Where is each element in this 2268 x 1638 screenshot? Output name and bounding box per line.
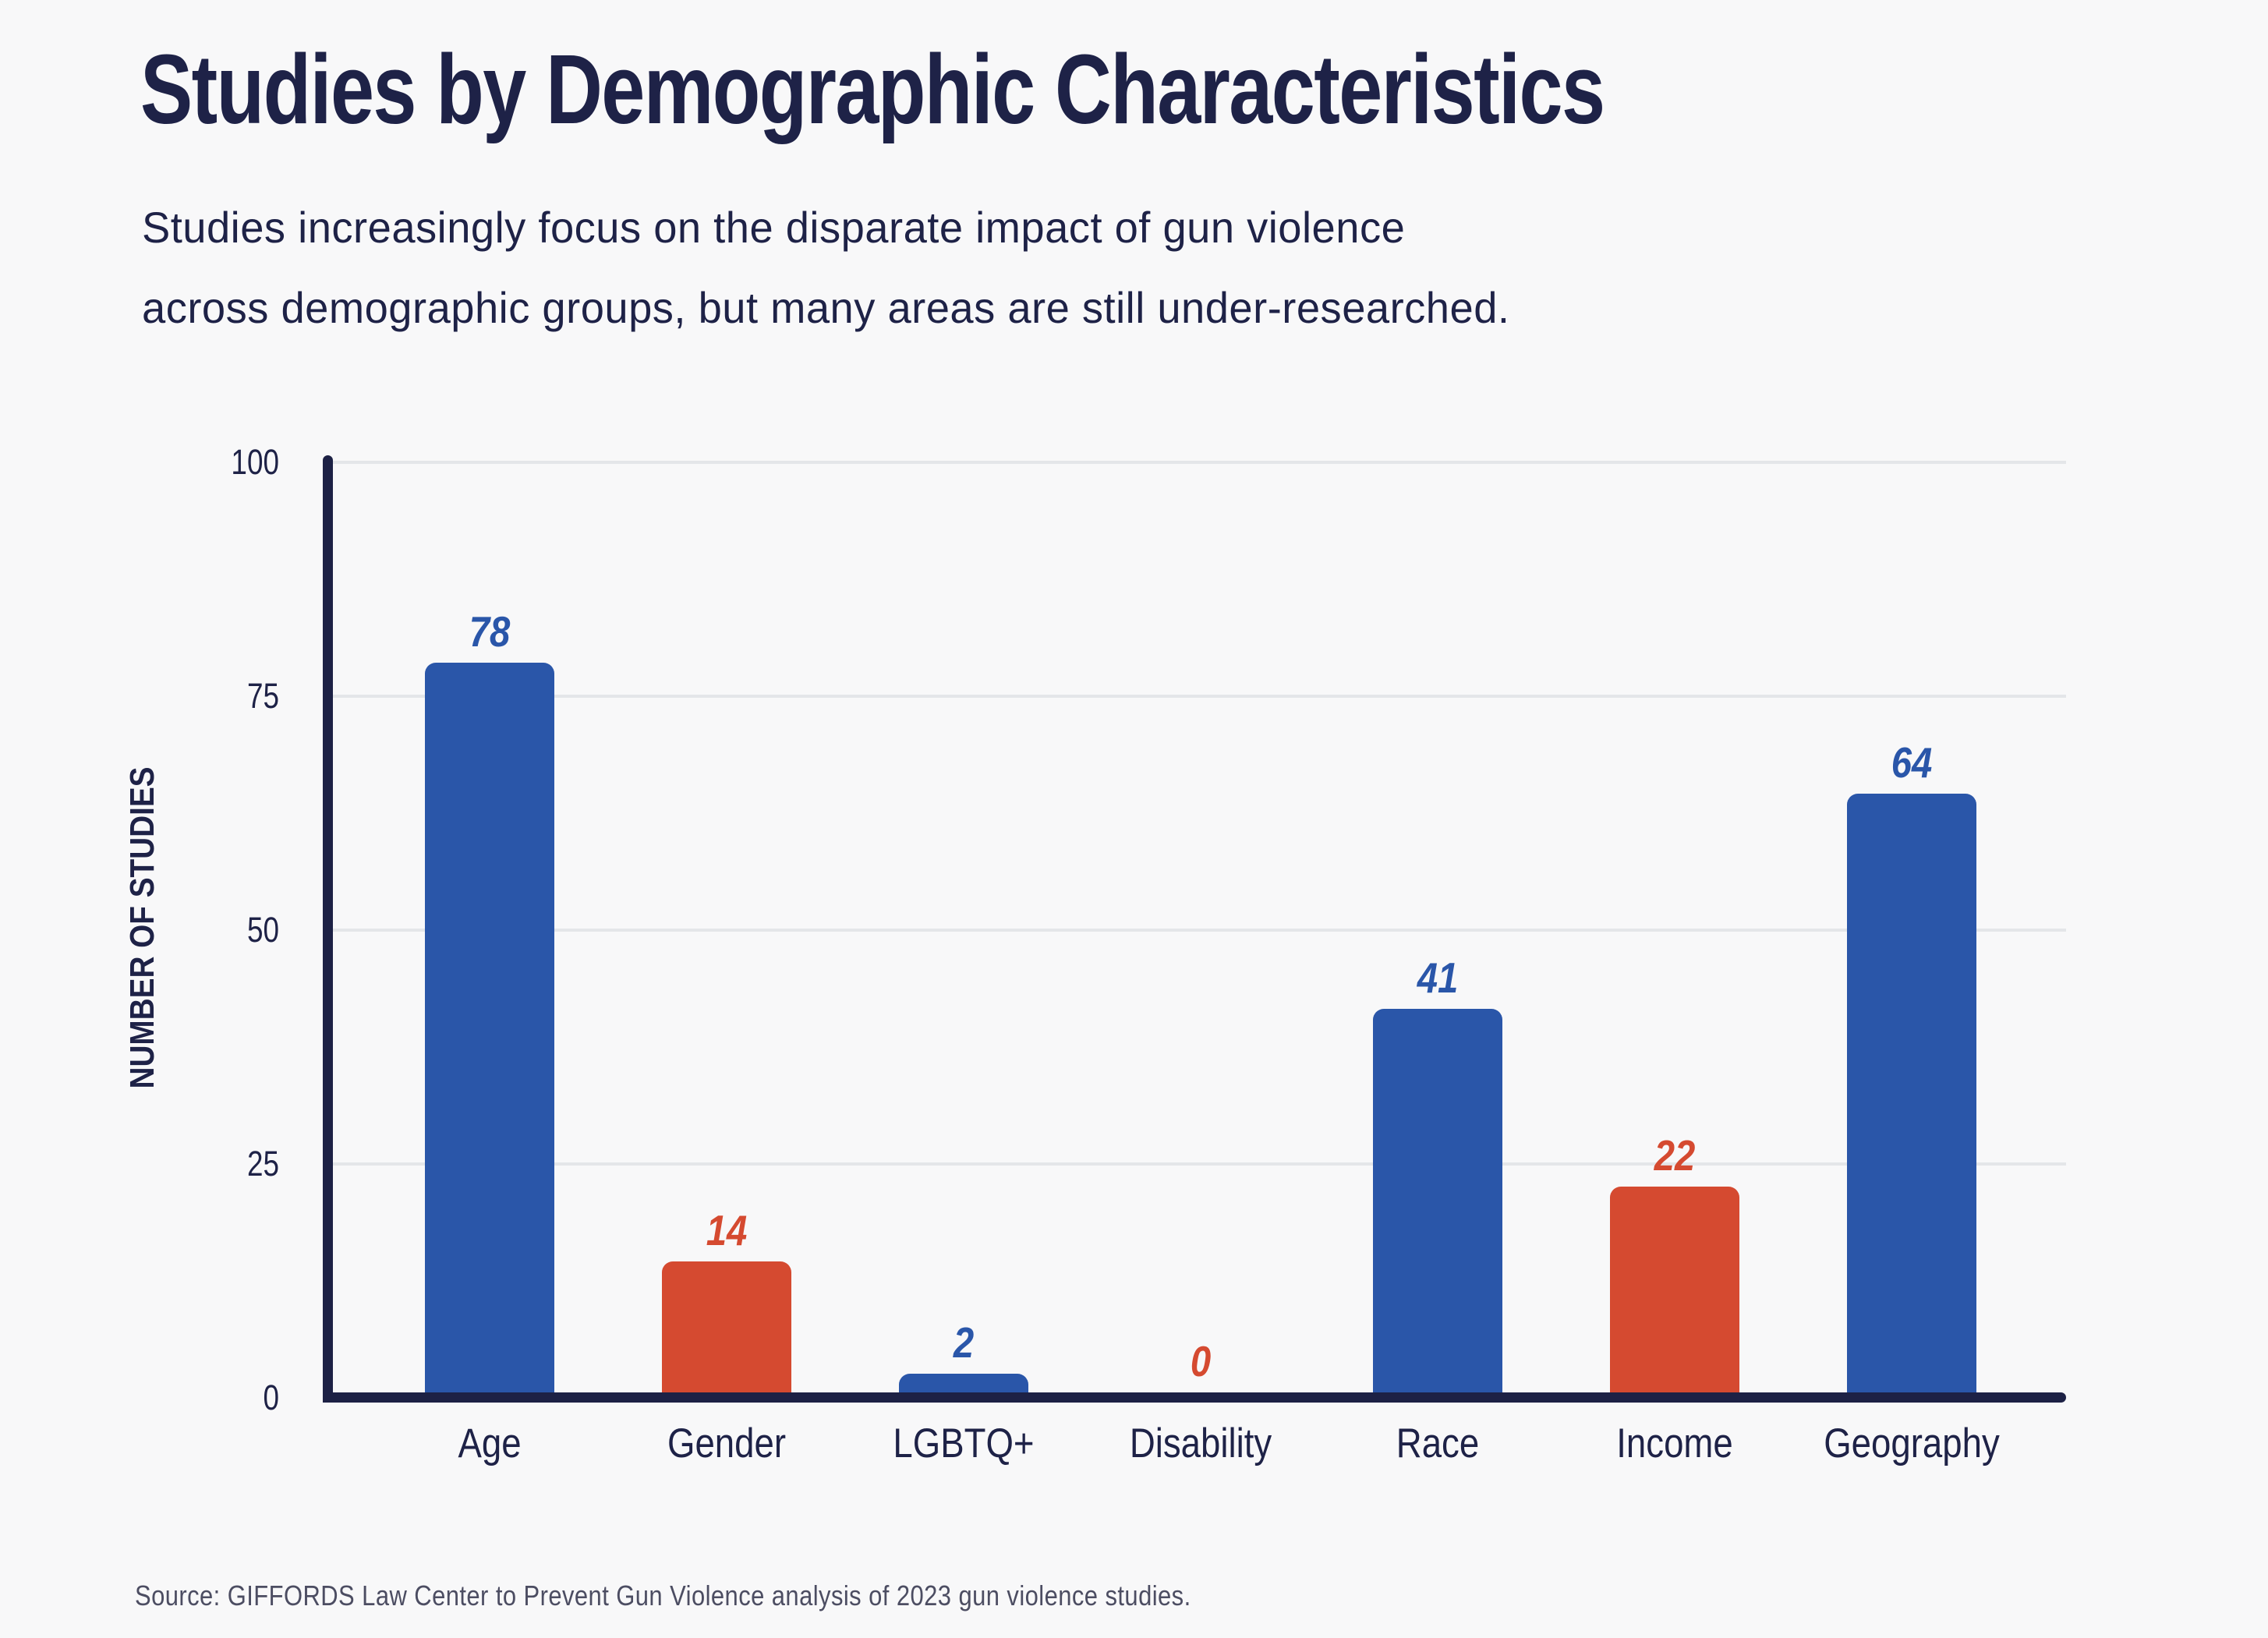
value-label-geography: 64 [1891, 738, 1933, 787]
y-axis-title: NUMBER OF STUDIES [123, 766, 161, 1089]
category-label-lgbtq: LGBTQ+ [893, 1420, 1035, 1466]
y-tick-25: 25 [246, 1143, 279, 1183]
x-axis-line [323, 1392, 2066, 1403]
category-label-geography: Geography [1824, 1420, 2000, 1466]
category-label-disability: Disability [1129, 1420, 1272, 1466]
y-tick-100: 100 [231, 441, 279, 482]
value-label-age: 78 [469, 607, 511, 656]
y-tick-50: 50 [246, 909, 279, 950]
value-label-race: 41 [1417, 953, 1459, 1002]
source-note: Source: GIFFORDS Law Center to Prevent G… [135, 1580, 1191, 1611]
chart-subtitle-line2: across demographic groups, but many area… [142, 283, 1510, 332]
y-axis-line [323, 455, 333, 1403]
y-tick-75: 75 [246, 675, 279, 716]
chart-subtitle: Studies increasingly focus on the dispar… [142, 187, 1509, 348]
gridline-100 [327, 460, 2066, 464]
bar-gender [662, 1261, 791, 1392]
chart-title: Studies by Demographic Characteristics [140, 34, 1605, 144]
category-label-income: Income [1616, 1420, 1733, 1466]
gridline-50 [327, 928, 2066, 932]
value-label-disability: 0 [1190, 1337, 1212, 1385]
value-label-lgbtq: 2 [953, 1318, 975, 1367]
value-label-income: 22 [1654, 1131, 1696, 1180]
gridline-75 [327, 694, 2066, 698]
category-label-gender: Gender [667, 1420, 787, 1466]
bar-geography [1847, 794, 1976, 1392]
y-tick-0: 0 [263, 1377, 279, 1417]
category-label-age: Age [458, 1420, 522, 1466]
gridline-25 [327, 1162, 2066, 1166]
category-label-race: Race [1396, 1420, 1480, 1466]
value-label-gender: 14 [706, 1206, 748, 1254]
bar-race [1373, 1009, 1502, 1392]
bar-age [425, 663, 554, 1392]
chart-subtitle-line1: Studies increasingly focus on the dispar… [142, 203, 1406, 252]
bar-lgbtq [899, 1374, 1028, 1392]
bar-income [1610, 1187, 1739, 1392]
